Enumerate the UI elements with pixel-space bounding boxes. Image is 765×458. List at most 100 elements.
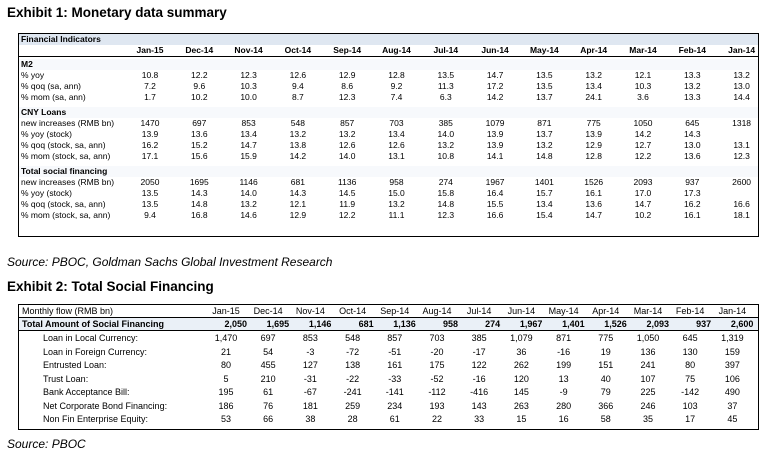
table-cell: 138 [345,360,361,370]
table-cell: 22 [431,414,442,424]
column-header: Sep-14 [380,306,410,316]
table-cell: 1,470 [214,333,238,343]
table-cell: 871 [537,118,552,128]
column-header: Jan-15 [212,306,240,316]
table-cell: 1,319 [721,333,744,343]
table-cell: 33 [474,414,485,424]
table-cell: 175 [429,360,445,370]
table-cell: 385 [438,118,453,128]
table-cell: 13.2 [684,81,701,91]
table-cell: 397 [724,360,740,370]
table-cell: 455 [260,360,276,370]
table-cell: 13.2 [289,129,307,139]
table-cell: 1,526 [604,319,627,329]
table-category-bar: Financial Indicators [19,34,758,45]
table-cell: 262 [513,360,529,370]
table-cell: 13.2 [536,140,553,150]
table-cell: 15.9 [240,151,257,161]
table-cell: 35 [642,414,653,424]
section-label: CNY Loans [21,107,67,117]
table-cell: 15.6 [191,151,208,161]
section-header-row: M2 [19,59,758,70]
table-cell: 13.9 [585,129,602,139]
table-cell: 259 [345,400,361,411]
table-cell: 1526 [584,177,604,187]
table-cell: 16 [558,414,569,424]
table-cell: 40 [600,373,611,384]
table-row: Loan in Local Currency: 1,470 697 853 548 857… [19,332,758,344]
table-cell: 13.6 [585,199,602,209]
table-cell: -67 [303,387,317,397]
table-cell: 37 [727,400,738,411]
table-row: % yoy (stock) 13.9 13.6 13.4 13.2 13.2 13.4 14.… [19,129,758,140]
table-row: new increases (RMB bn) 2050 1695 1146 681 113… [19,177,758,188]
table-cell: 13.2 [585,70,602,80]
row-label: % mom (sa, ann) [21,92,86,102]
table-cell: 136 [640,346,656,357]
table-cell: 645 [682,333,698,343]
table-cell: 210 [260,373,276,384]
column-header: Sep-14 [333,45,362,55]
table-cell: 14.3 [289,188,307,198]
row-label: Trust Loan: [43,373,89,384]
table-cell: -3 [306,346,315,357]
row-label: new increases (RMB bn) [21,177,115,187]
table-cell: 186 [218,400,234,411]
table-cell: 10.0 [240,92,257,102]
table-cell: 2,600 [730,319,754,329]
table-cell: 857 [387,333,403,343]
table-cell: 1050 [633,118,653,128]
table-cell: 12.2 [191,70,208,80]
table-cell: 75 [685,373,696,384]
table-cell: 14.2 [634,129,652,139]
table-cell: 10.2 [191,92,208,102]
table-cell: 14.3 [684,129,701,139]
table-cell: -9 [559,387,568,397]
table-cell: 161 [387,360,403,370]
table-cell: 143 [471,400,487,411]
table-cell: 10.3 [240,81,257,91]
table-cell: 13.9 [486,129,504,139]
table-cell: -141 [385,387,404,397]
table-cell: 54 [263,346,274,357]
table-cell: 21 [220,346,231,357]
table-cell: 16.2 [684,199,701,209]
table-cell: 263 [513,400,529,411]
table-cell: 14.7 [585,210,602,220]
table-cell: 645 [685,118,700,128]
table-row: % mom (stock, sa, ann) 9.4 16.8 14.6 12.9 12.… [19,210,758,221]
table-cell: 107 [640,373,656,384]
table-cell: 13.4 [388,129,405,139]
table-cell: 681 [358,319,374,329]
table-cell: 13.5 [141,188,159,198]
table-header-row: Jan-15 Dec-14 Nov-14 Oct-14 Sep-14 Aug-14 Jul-… [19,45,758,57]
table-cell: 10.3 [634,81,652,91]
table-cell: 17 [685,414,696,424]
table-cell: 14.8 [437,199,455,209]
table-cell: 13.5 [536,81,553,91]
column-header: Jul-14 [466,306,492,316]
table-cell: 12.6 [388,140,405,150]
table-cell: 14.2 [289,151,307,161]
column-header: May-14 [529,45,559,55]
table-cell: 15 [516,414,527,424]
row-label: Entrusted Loan: [43,360,107,370]
column-header: Feb-14 [675,306,705,316]
table-header-row: Monthly flow (RMB bn) Jan-15 Dec-14 Nov-14… [19,305,758,318]
table-cell: 181 [302,400,318,411]
table-cell: 16.4 [486,188,504,198]
table-cell: 1,401 [562,319,585,329]
table-cell: 13.4 [536,199,553,209]
table-cell: 775 [598,333,614,343]
row-label: % yoy [21,70,45,80]
table-cell: 13.7 [536,129,553,139]
row-label: % qoq (stock, sa, ann) [21,140,106,150]
table-cell: 193 [429,400,445,411]
section-header-row: CNY Loans [19,107,758,118]
table-cell: 17.0 [634,188,652,198]
table-cell: 13.1 [733,140,750,150]
table-cell: 14.0 [338,151,356,161]
table-row: % qoq (sa, ann) 7.2 9.6 10.3 9.4 8.6 9.2 11.3 17… [19,81,758,92]
table-cell: 241 [640,360,656,370]
table-cell: 16.8 [191,210,208,220]
